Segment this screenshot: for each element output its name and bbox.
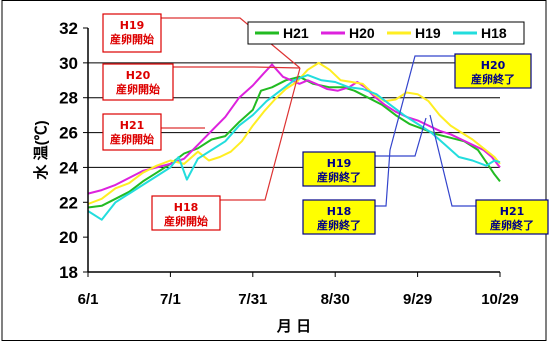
x-tick-label: 7/1	[160, 291, 181, 308]
annotation-text: 産卵終了	[490, 218, 534, 232]
y-axis-label: 水 温(℃)	[32, 120, 50, 179]
x-tick-label: 8/30	[321, 291, 350, 308]
y-tick-label: 22	[59, 193, 78, 212]
y-tick-label: 24	[59, 158, 78, 177]
annotation-text: 産卵開始	[164, 214, 208, 228]
legend-label: H21	[283, 25, 309, 41]
series-line-h21	[87, 75, 501, 209]
y-tick-label: 28	[59, 89, 78, 108]
y-tick-label: 30	[59, 54, 78, 73]
annotation-box	[151, 195, 221, 231]
annotation-text: H18	[174, 201, 199, 214]
annotation-box	[102, 63, 174, 101]
x-tick-label: 6/1	[78, 291, 99, 308]
y-tick-label: 20	[59, 228, 78, 247]
annotation-leader-line	[220, 67, 301, 201]
x-tick-label: 10/29	[481, 291, 519, 308]
annotation-box	[102, 13, 162, 53]
y-tick-label: 18	[59, 263, 78, 282]
x-tick-label: 7/31	[238, 291, 267, 308]
annotation-text: 産卵終了	[317, 170, 361, 184]
annotation-text: H18	[327, 205, 352, 218]
annotation-box	[454, 53, 532, 89]
annotation-text: H20	[481, 59, 506, 72]
legend: H21 H20 H19 H18	[247, 21, 525, 45]
legend-label: H19	[415, 25, 441, 41]
annotation-leader-line	[429, 114, 476, 207]
series-line-h18	[87, 74, 501, 221]
annotation-leader-line	[375, 117, 427, 157]
x-axis-label: 月 日	[276, 318, 311, 335]
annotation-box	[302, 199, 376, 235]
y-tick-label: 26	[59, 124, 78, 143]
annotation-text: H21	[500, 205, 525, 218]
annotation-text: H21	[120, 119, 145, 132]
annotation-box	[102, 113, 162, 151]
annotation-text: H20	[126, 69, 151, 82]
legend-box	[247, 21, 525, 45]
annotation-text: 産卵終了	[317, 218, 361, 232]
annotation-leader-line	[389, 55, 455, 151]
annotation-text: 産卵開始	[116, 82, 160, 96]
legend-label: H18	[481, 25, 507, 41]
annotation-leader-line	[173, 66, 301, 69]
annotation-leader-line	[161, 17, 301, 69]
x-tick-label: 9/29	[403, 291, 432, 308]
annotation-text: 産卵開始	[110, 32, 154, 46]
annotation-layer: H19産卵開始H20産卵開始H21産卵開始H18産卵開始H20産卵終了H19産卵…	[102, 13, 549, 235]
legend-label: H20	[349, 25, 375, 41]
annotation-text: H19	[327, 157, 352, 170]
annotation-leader-line	[375, 149, 391, 207]
annotation-text: H19	[120, 19, 145, 32]
y-tick-label: 32	[59, 19, 78, 38]
annotation-text: 産卵終了	[471, 72, 515, 86]
annotation-box	[302, 151, 376, 187]
annotation-text: 産卵開始	[110, 132, 154, 146]
series-line-h19	[87, 61, 501, 205]
annotation-box	[475, 199, 549, 235]
